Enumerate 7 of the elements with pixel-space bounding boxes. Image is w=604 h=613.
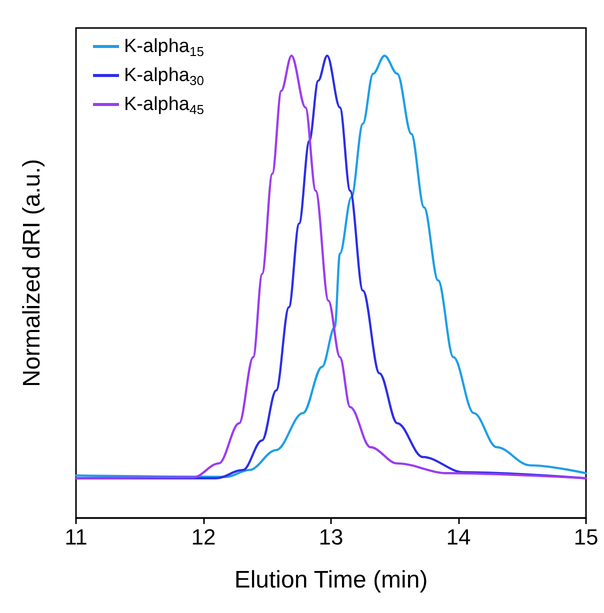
y-axis-title: Normalized dRI (a.u.)	[18, 158, 46, 388]
x-axis-title: Elution Time (min)	[234, 566, 428, 594]
x-tick-label: 12	[191, 524, 216, 550]
x-tick-label: 11	[64, 524, 88, 550]
x-tick-label: 14	[446, 524, 471, 550]
x-tick-label: 15	[574, 524, 598, 550]
x-tick-label: 13	[318, 524, 344, 550]
